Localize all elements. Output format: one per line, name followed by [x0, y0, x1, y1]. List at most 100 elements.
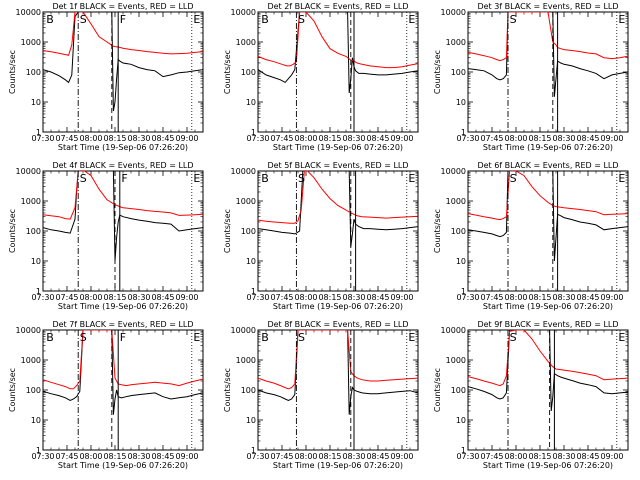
- x-tick-label: 07:30: [31, 134, 54, 143]
- plot-frame: [42, 329, 204, 451]
- marker-letter-B: B: [261, 331, 269, 344]
- series-line-events: [43, 171, 203, 262]
- x-tick-label: 08:45: [151, 293, 174, 302]
- y-tick-label: 100: [26, 386, 41, 395]
- x-tick-label: 08:45: [366, 134, 389, 143]
- panel-title: Det 2f BLACK = Events, RED = LLD: [267, 2, 408, 11]
- series-line-lld: [258, 12, 418, 69]
- x-tick-label: 09:00: [175, 452, 198, 461]
- plot-panel-1: Det 1f BLACK = Events, RED = LLD 1 10 100 10…: [8, 2, 204, 152]
- panel-title: Det 3f BLACK = Events, RED = LLD: [477, 2, 618, 11]
- x-tick-label: 09:00: [175, 293, 198, 302]
- x-tick-label: 08:30: [552, 134, 575, 143]
- x-tick-label: 07:30: [456, 293, 479, 302]
- x-tick-label: 09:00: [600, 293, 623, 302]
- y-tick-label: 10: [31, 416, 41, 425]
- marker-letter-E: E: [618, 331, 625, 344]
- marker-letter-S: S: [510, 172, 517, 185]
- x-tick-label: 08:15: [103, 452, 126, 461]
- series-line-lld: [43, 12, 203, 56]
- plot-frame: [257, 11, 419, 133]
- y-tick-label: 1: [251, 287, 256, 296]
- marker-letter-F: F: [120, 13, 126, 26]
- x-tick-label: 09:00: [175, 134, 198, 143]
- plot-panel-7: Det 7f BLACK = Events, RED = LLD 1 10 100 10…: [8, 320, 204, 470]
- x-tick-label: 08:45: [576, 134, 599, 143]
- x-tick-label: 08:15: [103, 134, 126, 143]
- x-tick-label: 09:00: [390, 134, 413, 143]
- y-tick-label: 100: [26, 68, 41, 77]
- x-tick-label: 07:30: [456, 452, 479, 461]
- x-axis-label: Start Time (19-Sep-06 07:26:20): [483, 461, 613, 470]
- x-tick-label: 08:30: [342, 293, 365, 302]
- x-axis-label: Start Time (19-Sep-06 07:26:20): [483, 302, 613, 311]
- plot-panel-2: Det 2f BLACK = Events, RED = LLD 1 10 100 10…: [223, 2, 419, 152]
- x-tick-label: 07:30: [246, 134, 269, 143]
- y-axis-label: Counts/sec: [433, 50, 442, 94]
- x-tick-label: 08:00: [79, 293, 102, 302]
- plot-frame: [467, 11, 629, 133]
- y-tick-label: 1000: [236, 356, 256, 365]
- y-tick-label: 10000: [231, 326, 256, 335]
- marker-letter-S: S: [510, 331, 517, 344]
- plot-frame: [257, 170, 419, 292]
- x-tick-label: 08:00: [504, 293, 527, 302]
- y-tick-label: 1: [36, 287, 41, 296]
- y-tick-label: 1: [36, 446, 41, 455]
- series-line-lld: [468, 330, 628, 387]
- x-tick-label: 08:15: [528, 293, 551, 302]
- marker-letter-F: F: [120, 331, 126, 344]
- y-axis-label: Counts/sec: [433, 368, 442, 412]
- y-tick-label: 1000: [236, 197, 256, 206]
- y-tick-label: 1000: [21, 356, 41, 365]
- x-tick-label: 08:15: [318, 293, 341, 302]
- panel-title: Det 1f BLACK = Events, RED = LLD: [52, 2, 193, 11]
- y-tick-label: 1: [461, 287, 466, 296]
- x-tick-label: 08:45: [151, 134, 174, 143]
- series-line-events: [258, 12, 418, 94]
- y-tick-label: 10: [456, 98, 466, 107]
- x-tick-label: 08:00: [294, 293, 317, 302]
- marker-letter-S: S: [298, 172, 305, 185]
- marker-letter-E: E: [408, 331, 415, 344]
- y-tick-label: 1: [461, 128, 466, 137]
- y-tick-label: 10: [246, 98, 256, 107]
- y-tick-label: 10000: [231, 8, 256, 17]
- marker-letter-B: B: [46, 331, 54, 344]
- x-tick-label: 07:45: [55, 293, 78, 302]
- x-axis-label: Start Time (19-Sep-06 07:26:20): [58, 143, 188, 152]
- marker-letter-S: S: [510, 13, 517, 26]
- y-axis-label: Counts/sec: [223, 50, 232, 94]
- x-tick-label: 08:45: [366, 452, 389, 461]
- series-line-events: [468, 330, 628, 412]
- marker-letter-E: E: [618, 13, 625, 26]
- y-tick-label: 1: [251, 128, 256, 137]
- y-tick-label: 1: [36, 128, 41, 137]
- x-tick-label: 07:45: [55, 452, 78, 461]
- series-line-events: [43, 330, 203, 415]
- y-tick-label: 10000: [441, 326, 466, 335]
- panel-title: Det 7f BLACK = Events, RED = LLD: [52, 320, 193, 329]
- y-tick-label: 1: [251, 446, 256, 455]
- x-tick-label: 09:00: [600, 134, 623, 143]
- y-tick-label: 10000: [231, 167, 256, 176]
- plot-frame: [257, 329, 419, 451]
- x-tick-label: 08:30: [552, 293, 575, 302]
- plot-panel-5: Det 5f BLACK = Events, RED = LLD 1 10 100 10…: [223, 161, 419, 311]
- x-axis-label: Start Time (19-Sep-06 07:26:20): [58, 302, 188, 311]
- y-axis-label: Counts/sec: [8, 209, 17, 253]
- y-axis-label: Counts/sec: [8, 368, 17, 412]
- y-tick-label: 100: [26, 227, 41, 236]
- y-tick-label: 10000: [441, 8, 466, 17]
- x-tick-label: 07:30: [246, 452, 269, 461]
- x-tick-label: 08:00: [294, 134, 317, 143]
- x-tick-label: 08:30: [342, 452, 365, 461]
- marker-letter-E: E: [193, 172, 200, 185]
- x-tick-label: 08:00: [79, 134, 102, 143]
- panel-title: Det 5f BLACK = Events, RED = LLD: [267, 161, 408, 170]
- y-tick-label: 10: [31, 98, 41, 107]
- plot-panel-3: Det 3f BLACK = Events, RED = LLD 1 10 100 10…: [433, 2, 629, 152]
- x-axis-label: Start Time (19-Sep-06 07:26:20): [273, 302, 403, 311]
- x-tick-label: 08:45: [151, 452, 174, 461]
- y-tick-label: 10000: [16, 8, 41, 17]
